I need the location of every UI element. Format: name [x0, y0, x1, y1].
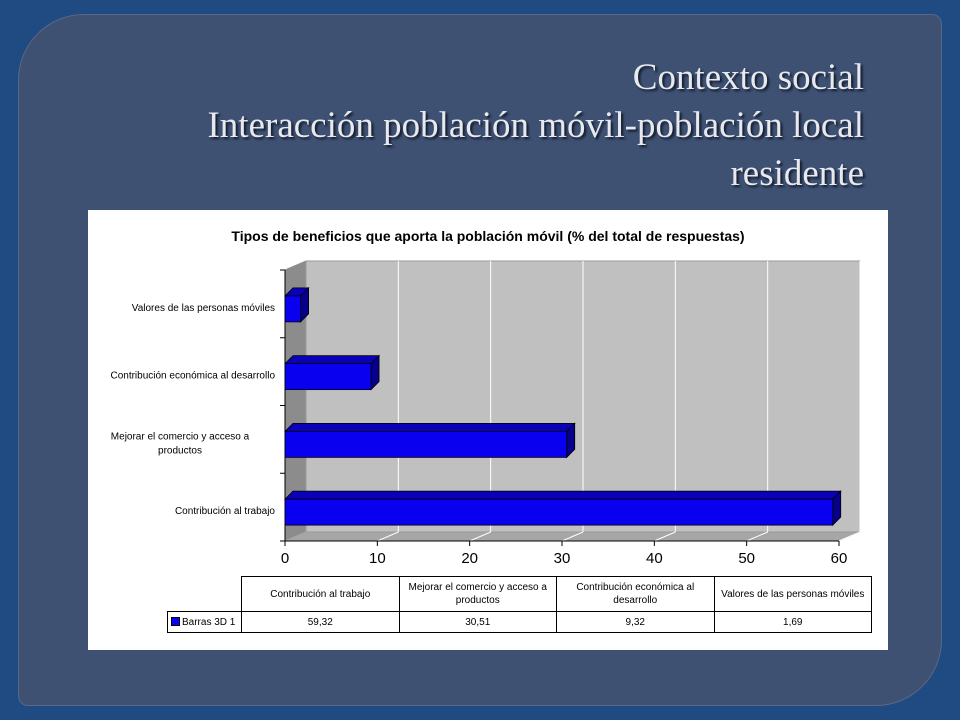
data-table-value-cell: 9,32	[556, 611, 715, 633]
y-category-label: Contribución al trabajo	[175, 506, 275, 517]
data-table-header-cell: Contribución al trabajo	[241, 576, 400, 612]
data-table-header-cell: Mejorar el comercio y acceso a productos	[398, 576, 557, 612]
y-category-label: Mejorar el comercio y acceso a	[111, 431, 250, 442]
y-category-label: Valores de las personas móviles	[132, 303, 275, 314]
bar	[284, 498, 834, 526]
data-table-series-label: Barras 3D 1	[167, 611, 242, 633]
series-name: Barras 3D 1	[182, 616, 236, 628]
data-table-corner	[167, 576, 242, 612]
data-table-header-cell: Valores de las personas móviles	[713, 576, 872, 612]
bar-top-face	[284, 490, 842, 500]
slide-title-line-1: Contexto social	[632, 57, 864, 98]
data-table-value-cell: 1,69	[713, 611, 872, 633]
y-category-label: productos	[158, 445, 202, 456]
slide-title-line-3: residente	[730, 153, 864, 194]
x-tick-label: 0	[281, 550, 289, 567]
x-tick-label: 30	[554, 550, 571, 567]
bar	[284, 430, 568, 458]
data-table-value-cell: 59,32	[241, 611, 400, 633]
bar	[284, 295, 302, 323]
bar-chart: Tipos de beneficios que aporta la poblac…	[110, 228, 861, 567]
data-table-header-cell: Contribución económica al desarrollo	[556, 576, 715, 612]
chart-floor-gridline	[654, 531, 676, 542]
chart-area: Tipos de beneficios que aporta la poblac…	[88, 210, 888, 650]
bar-top-face	[284, 355, 381, 365]
x-tick-label: 10	[369, 550, 386, 567]
y-category-label: Contribución económica al desarrollo	[110, 371, 275, 382]
data-table-header-row: Contribución al trabajo Mejorar el comer…	[167, 576, 872, 612]
x-tick-label: 50	[738, 550, 755, 567]
x-tick-label: 60	[831, 550, 848, 567]
data-table-value-row: Barras 3D 1 59,32 30,51 9,32 1,69	[167, 611, 872, 633]
chart-floor-gridline	[746, 531, 768, 542]
chart-floor-gridline	[377, 531, 399, 542]
chart-floor-gridline	[838, 531, 861, 542]
bar-top-face	[284, 422, 576, 432]
slide-title-line-2: Interacción población móvil-población lo…	[207, 105, 864, 146]
legend-swatch	[171, 616, 180, 626]
x-tick-label: 20	[461, 550, 478, 567]
x-tick-label: 40	[646, 550, 663, 567]
bar	[284, 363, 372, 391]
chart-floor-gridline	[469, 531, 491, 542]
chart-floor-gridline	[561, 531, 584, 542]
chart-title: Tipos de beneficios que aporta la poblac…	[231, 228, 744, 244]
data-table: Contribución al trabajo Mejorar el comer…	[167, 576, 872, 633]
data-table-value-cell: 30,51	[398, 611, 557, 633]
